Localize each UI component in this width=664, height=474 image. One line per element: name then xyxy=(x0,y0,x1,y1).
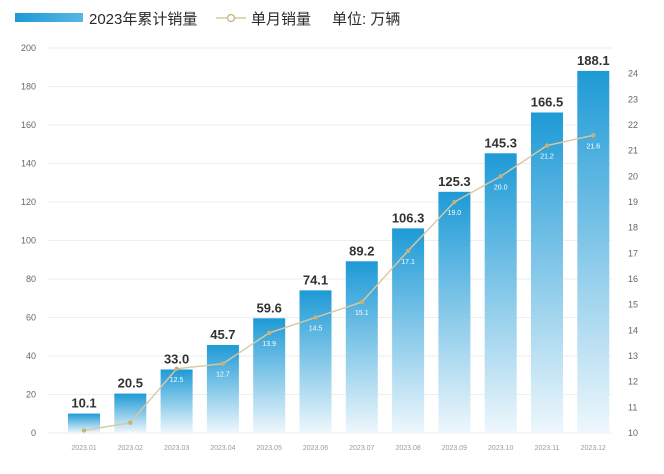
bar xyxy=(531,112,563,434)
x-tick-label: 2023.02 xyxy=(118,445,143,452)
line-point xyxy=(81,428,87,433)
x-axis: 2023.01 2023.02 2023.03 2023.04 2023.05 2023.… xyxy=(71,445,606,452)
y-right-tick-label: 16 xyxy=(628,274,638,284)
line-point xyxy=(174,366,179,372)
x-tick-label: 2023.01 xyxy=(71,445,96,452)
bar xyxy=(68,413,100,433)
y-left-tick-label: 40 xyxy=(26,351,36,361)
legend-line-marker xyxy=(226,13,236,23)
line-value-label: 21.6 xyxy=(586,143,600,150)
bar-labels: 10.1 20.5 33.0 45.7 59.6 74.1 89.2 106.3 125.3 14… xyxy=(71,53,609,411)
bar xyxy=(114,393,147,433)
y-right-tick-label: 13 xyxy=(628,351,638,361)
line-point xyxy=(359,299,364,305)
y-right-tick-label: 18 xyxy=(628,223,638,233)
y-right-tick-label: 23 xyxy=(628,94,638,104)
y-axis-left: 0 20 40 60 80 100 120 140 160 180 200 xyxy=(21,43,36,438)
bar xyxy=(160,369,193,433)
x-tick-label: 2023.10 xyxy=(488,445,513,452)
y-left-tick-label: 140 xyxy=(21,159,36,169)
line-point xyxy=(220,361,226,366)
x-tick-label: 2023.12 xyxy=(581,445,606,452)
legend-monthly-label: 单月销量 xyxy=(251,11,311,28)
line-value-label: 14.5 xyxy=(309,326,323,333)
bars xyxy=(68,70,610,434)
bar-value-label: 33.0 xyxy=(164,351,189,366)
bar-value-label: 166.5 xyxy=(531,94,564,109)
line-value-label: 21.2 xyxy=(540,154,554,161)
bar-value-label: 125.3 xyxy=(438,174,471,189)
x-tick-label: 2023.04 xyxy=(210,445,235,452)
bar-value-label: 106.3 xyxy=(392,210,425,225)
bar-value-label: 89.2 xyxy=(349,243,374,258)
line-value-label: 17.1 xyxy=(401,259,415,266)
y-right-tick-label: 12 xyxy=(628,377,638,387)
y-left-tick-label: 160 xyxy=(21,120,36,130)
line-point xyxy=(544,143,550,148)
y-axis-right: 10 11 12 13 14 15 16 17 18 19 20 21 22 23 24 xyxy=(628,69,638,438)
y-left-tick-label: 200 xyxy=(21,43,36,53)
bar-value-label: 59.6 xyxy=(257,300,282,315)
line-point xyxy=(267,330,272,336)
y-left-tick-label: 180 xyxy=(21,82,36,92)
monthly-line: 10.4 12.5 12.7 13.9 14.5 15.1 17.1 19.0 20.0 21.2… xyxy=(81,133,600,438)
line-point xyxy=(128,420,133,425)
y-right-tick-label: 22 xyxy=(628,120,638,130)
y-right-tick-label: 11 xyxy=(628,402,637,412)
x-tick-label: 2023.03 xyxy=(164,445,189,452)
y-left-tick-label: 120 xyxy=(21,197,36,207)
y-right-tick-label: 17 xyxy=(628,248,638,258)
y-left-tick-label: 20 xyxy=(26,390,36,400)
bar-value-label: 188.1 xyxy=(577,53,610,68)
bar-value-label: 45.7 xyxy=(210,327,235,342)
bar xyxy=(345,261,378,433)
monthly-sales-line xyxy=(83,134,594,432)
x-tick-label: 2023.08 xyxy=(395,445,420,452)
line-value-label: 10.4 xyxy=(123,431,137,438)
y-left-tick-label: 60 xyxy=(26,313,36,323)
line-value-label: 15.1 xyxy=(355,310,369,317)
y-left-tick-label: 80 xyxy=(26,274,36,284)
bar xyxy=(577,70,610,433)
x-tick-label: 2023.05 xyxy=(257,445,282,452)
x-tick-label: 2023.11 xyxy=(535,445,560,452)
line-value-label: 13.9 xyxy=(262,341,276,348)
legend-bar-swatch xyxy=(15,13,83,22)
unit-label: 单位: 万辆 xyxy=(332,11,400,28)
line-value-label: 12.5 xyxy=(170,377,184,384)
bar xyxy=(206,345,239,433)
line-point xyxy=(591,133,596,138)
bar xyxy=(484,153,517,434)
legend-cumulative-label: 2023年累计销量 xyxy=(89,11,197,28)
x-tick-label: 2023.06 xyxy=(303,445,328,452)
line-point xyxy=(452,199,457,205)
bar-value-label: 20.5 xyxy=(118,376,143,391)
bar xyxy=(438,191,471,433)
line-point xyxy=(405,248,411,253)
y-right-tick-label: 15 xyxy=(628,300,638,310)
line-point xyxy=(313,315,318,320)
y-right-tick-label: 24 xyxy=(628,69,638,79)
x-tick-label: 2023.07 xyxy=(349,445,374,452)
y-left-tick-label: 100 xyxy=(21,236,36,246)
legend: 2023年累计销量 单月销量 单位: 万辆 xyxy=(15,11,400,28)
line-value-label: 20.0 xyxy=(494,184,508,191)
bar-value-label: 74.1 xyxy=(303,272,328,287)
y-right-tick-label: 20 xyxy=(628,171,638,181)
x-tick-label: 2023.09 xyxy=(442,445,467,452)
bar-value-label: 145.3 xyxy=(484,135,517,150)
y-right-tick-label: 10 xyxy=(628,428,638,438)
bar xyxy=(253,318,286,433)
line-value-label: 19.0 xyxy=(448,210,462,217)
y-right-tick-label: 19 xyxy=(628,197,638,207)
y-right-tick-label: 21 xyxy=(628,146,638,156)
line-value-label: 12.7 xyxy=(216,372,230,379)
line-point xyxy=(498,174,503,179)
y-left-tick-label: 0 xyxy=(31,428,36,438)
bar-value-label: 10.1 xyxy=(71,396,96,411)
y-right-tick-label: 14 xyxy=(628,325,638,335)
bar xyxy=(299,290,332,433)
